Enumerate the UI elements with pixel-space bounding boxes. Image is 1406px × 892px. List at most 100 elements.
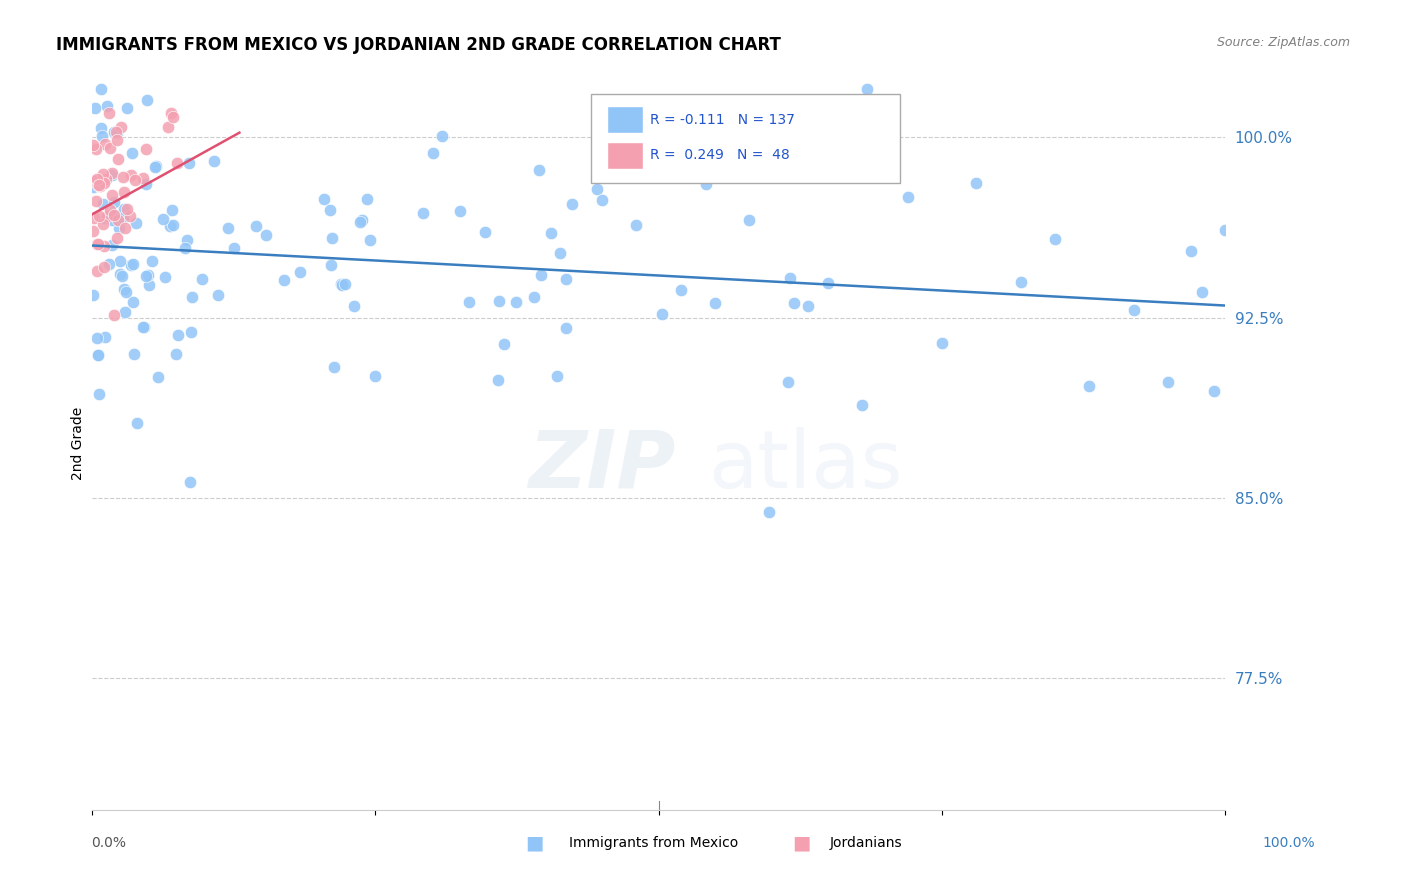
Point	[82, 180, 104, 194]
Point	[112, 211, 135, 226]
Point	[135, 177, 157, 191]
Point	[138, 278, 160, 293]
Point	[101, 168, 124, 182]
Point	[114, 186, 136, 200]
Point	[84, 142, 107, 156]
Point	[165, 347, 187, 361]
Point	[100, 141, 122, 155]
Point	[159, 219, 181, 233]
Point	[100, 188, 122, 202]
Point	[82, 138, 104, 153]
Point	[321, 231, 343, 245]
Text: Jordanians: Jordanians	[830, 836, 903, 850]
Point	[105, 133, 128, 147]
Point	[180, 325, 202, 339]
Point	[89, 179, 111, 194]
Point	[94, 211, 117, 226]
Point	[108, 267, 131, 281]
Point	[554, 321, 576, 335]
Point	[527, 162, 550, 177]
Point	[135, 93, 157, 107]
Point	[585, 182, 607, 196]
Point	[84, 194, 107, 208]
Point	[82, 174, 104, 188]
Text: Immigrants from Mexico: Immigrants from Mexico	[569, 836, 738, 850]
Point	[120, 258, 142, 272]
Point	[143, 160, 166, 174]
Point	[177, 156, 200, 170]
Point	[359, 233, 381, 247]
Point	[98, 106, 121, 120]
Point	[333, 277, 356, 291]
Point	[1123, 303, 1146, 318]
Point	[101, 212, 124, 227]
Point	[146, 369, 169, 384]
Point	[121, 145, 143, 160]
Point	[254, 227, 277, 242]
Point	[856, 82, 879, 96]
Point	[91, 167, 114, 181]
Point	[114, 305, 136, 319]
Point	[110, 269, 132, 284]
Point	[125, 216, 148, 230]
Point	[87, 178, 110, 192]
Point	[93, 239, 115, 253]
Point	[704, 296, 727, 310]
Point	[107, 212, 129, 227]
Point	[103, 194, 125, 209]
Point	[103, 308, 125, 322]
Point	[222, 241, 245, 255]
Point	[91, 129, 114, 144]
Point	[105, 231, 128, 245]
Point	[851, 398, 873, 412]
Point	[202, 153, 225, 168]
Point	[82, 288, 104, 302]
Point	[797, 299, 820, 313]
Point	[93, 137, 115, 152]
Point	[98, 202, 121, 217]
Point	[114, 220, 136, 235]
Text: 100.0%: 100.0%	[1263, 836, 1315, 850]
Point	[474, 225, 496, 239]
Point	[614, 168, 637, 182]
Point	[134, 319, 156, 334]
Point	[132, 319, 155, 334]
Point	[931, 336, 953, 351]
Point	[738, 212, 761, 227]
Point	[127, 416, 149, 430]
Point	[112, 282, 135, 296]
Point	[91, 196, 114, 211]
Point	[486, 373, 509, 387]
Point	[135, 268, 157, 283]
Point	[91, 218, 114, 232]
Point	[167, 327, 190, 342]
Point	[817, 276, 839, 290]
Point	[93, 329, 115, 343]
Point	[323, 360, 346, 375]
Point	[330, 278, 353, 293]
Point	[1180, 244, 1202, 258]
Point	[783, 296, 806, 310]
Point	[166, 155, 188, 169]
Point	[103, 208, 125, 222]
Point	[319, 203, 342, 218]
Point	[120, 168, 142, 182]
Point	[494, 337, 516, 351]
Point	[86, 331, 108, 345]
Point	[779, 270, 801, 285]
Point	[121, 257, 143, 271]
Text: 0.0%: 0.0%	[91, 836, 127, 850]
Point	[897, 190, 920, 204]
Point	[173, 241, 195, 255]
Point	[86, 264, 108, 278]
Point	[82, 224, 104, 238]
Point	[965, 176, 987, 190]
Point	[136, 268, 159, 282]
Text: Source: ZipAtlas.com: Source: ZipAtlas.com	[1216, 36, 1350, 49]
Point	[90, 82, 112, 96]
Point	[87, 209, 110, 223]
Text: ZIP: ZIP	[529, 426, 675, 505]
Point	[1202, 384, 1225, 398]
Point	[555, 272, 578, 286]
Point	[624, 218, 647, 232]
